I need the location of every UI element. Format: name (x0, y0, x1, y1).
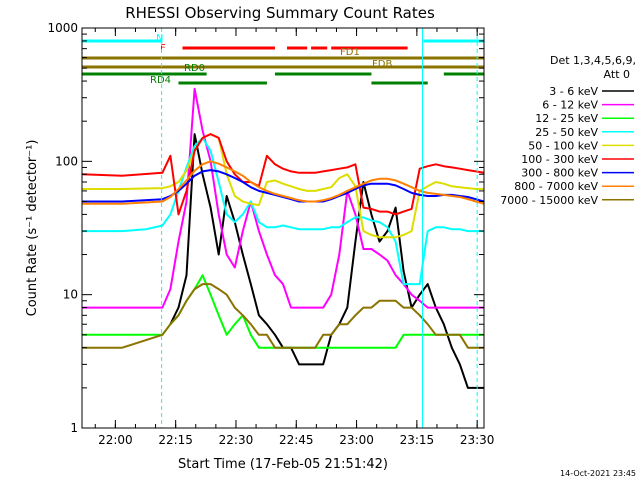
legend-label-4: 50 - 100 keV (528, 139, 598, 152)
series-line-7 (82, 160, 484, 205)
x-tick-label-5: 23:15 (400, 433, 435, 447)
axes-layer: 22:00 22:15 22:30 22:45 23:00 23:15 23:30 1 10 10… (47, 21, 494, 447)
legend-label-3: 25 - 50 keV (535, 126, 598, 139)
flag-label-n: N (156, 33, 163, 44)
legend-header-line1: Det 1,3,4,5,6,9, (550, 54, 636, 67)
y-tick-label-1: 10 (63, 288, 78, 302)
legend-label-7: 800 - 7000 keV (514, 180, 598, 193)
x-tick-label-4: 23:00 (339, 433, 374, 447)
x-tick-label-6: 23:30 (460, 433, 495, 447)
flag-label-f: F (160, 43, 166, 54)
series-line-5 (82, 133, 484, 216)
chart-title: RHESSI Observing Summary Count Rates (125, 4, 435, 22)
x-tick-label-3: 22:45 (279, 433, 314, 447)
y-tick-label-0: 1 (70, 421, 78, 435)
legend-label-1: 6 - 12 keV (542, 99, 598, 112)
legend-label-0: 3 - 6 keV (549, 85, 598, 98)
legend-label-5: 100 - 300 keV (521, 153, 598, 166)
flag-label-fd1: FD1 (340, 47, 360, 58)
timestamp: 14-Oct-2021 23:45 (560, 469, 636, 478)
series-line-0 (169, 133, 484, 389)
x-axis-label: Start Time (17-Feb-05 21:51:42) (178, 457, 388, 472)
series-line-8 (82, 283, 484, 349)
legend-label-6: 300 - 800 keV (521, 167, 598, 180)
series-line-3 (82, 136, 484, 286)
legend-header-line2: Att 0 (604, 68, 630, 81)
flag-label-rd0: RD0 (184, 63, 205, 74)
plot-frame (81, 27, 485, 429)
series-line-1 (82, 87, 484, 309)
series-layer (82, 87, 484, 389)
x-tick-label-1: 22:15 (158, 433, 193, 447)
y-axis-label: Count Rate (s⁻¹ detector⁻¹) (25, 140, 40, 317)
y-tick-label-3: 1000 (47, 21, 78, 35)
series-line-4 (82, 133, 484, 239)
flag-label-fdb: FDB (372, 59, 392, 70)
marker-layer (81, 28, 478, 428)
flag-label-rd4: RD4 (150, 75, 171, 86)
legend-label-2: 12 - 25 keV (535, 112, 598, 125)
x-tick-label-2: 22:30 (219, 433, 254, 447)
y-tick-label-2: 100 (55, 154, 78, 168)
x-tick-label-0: 22:00 (98, 433, 133, 447)
flag-layer: NF FD1 FDB RD0 RD4 (82, 33, 484, 86)
legend-label-8: 7000 - 15000 keV (500, 194, 598, 207)
